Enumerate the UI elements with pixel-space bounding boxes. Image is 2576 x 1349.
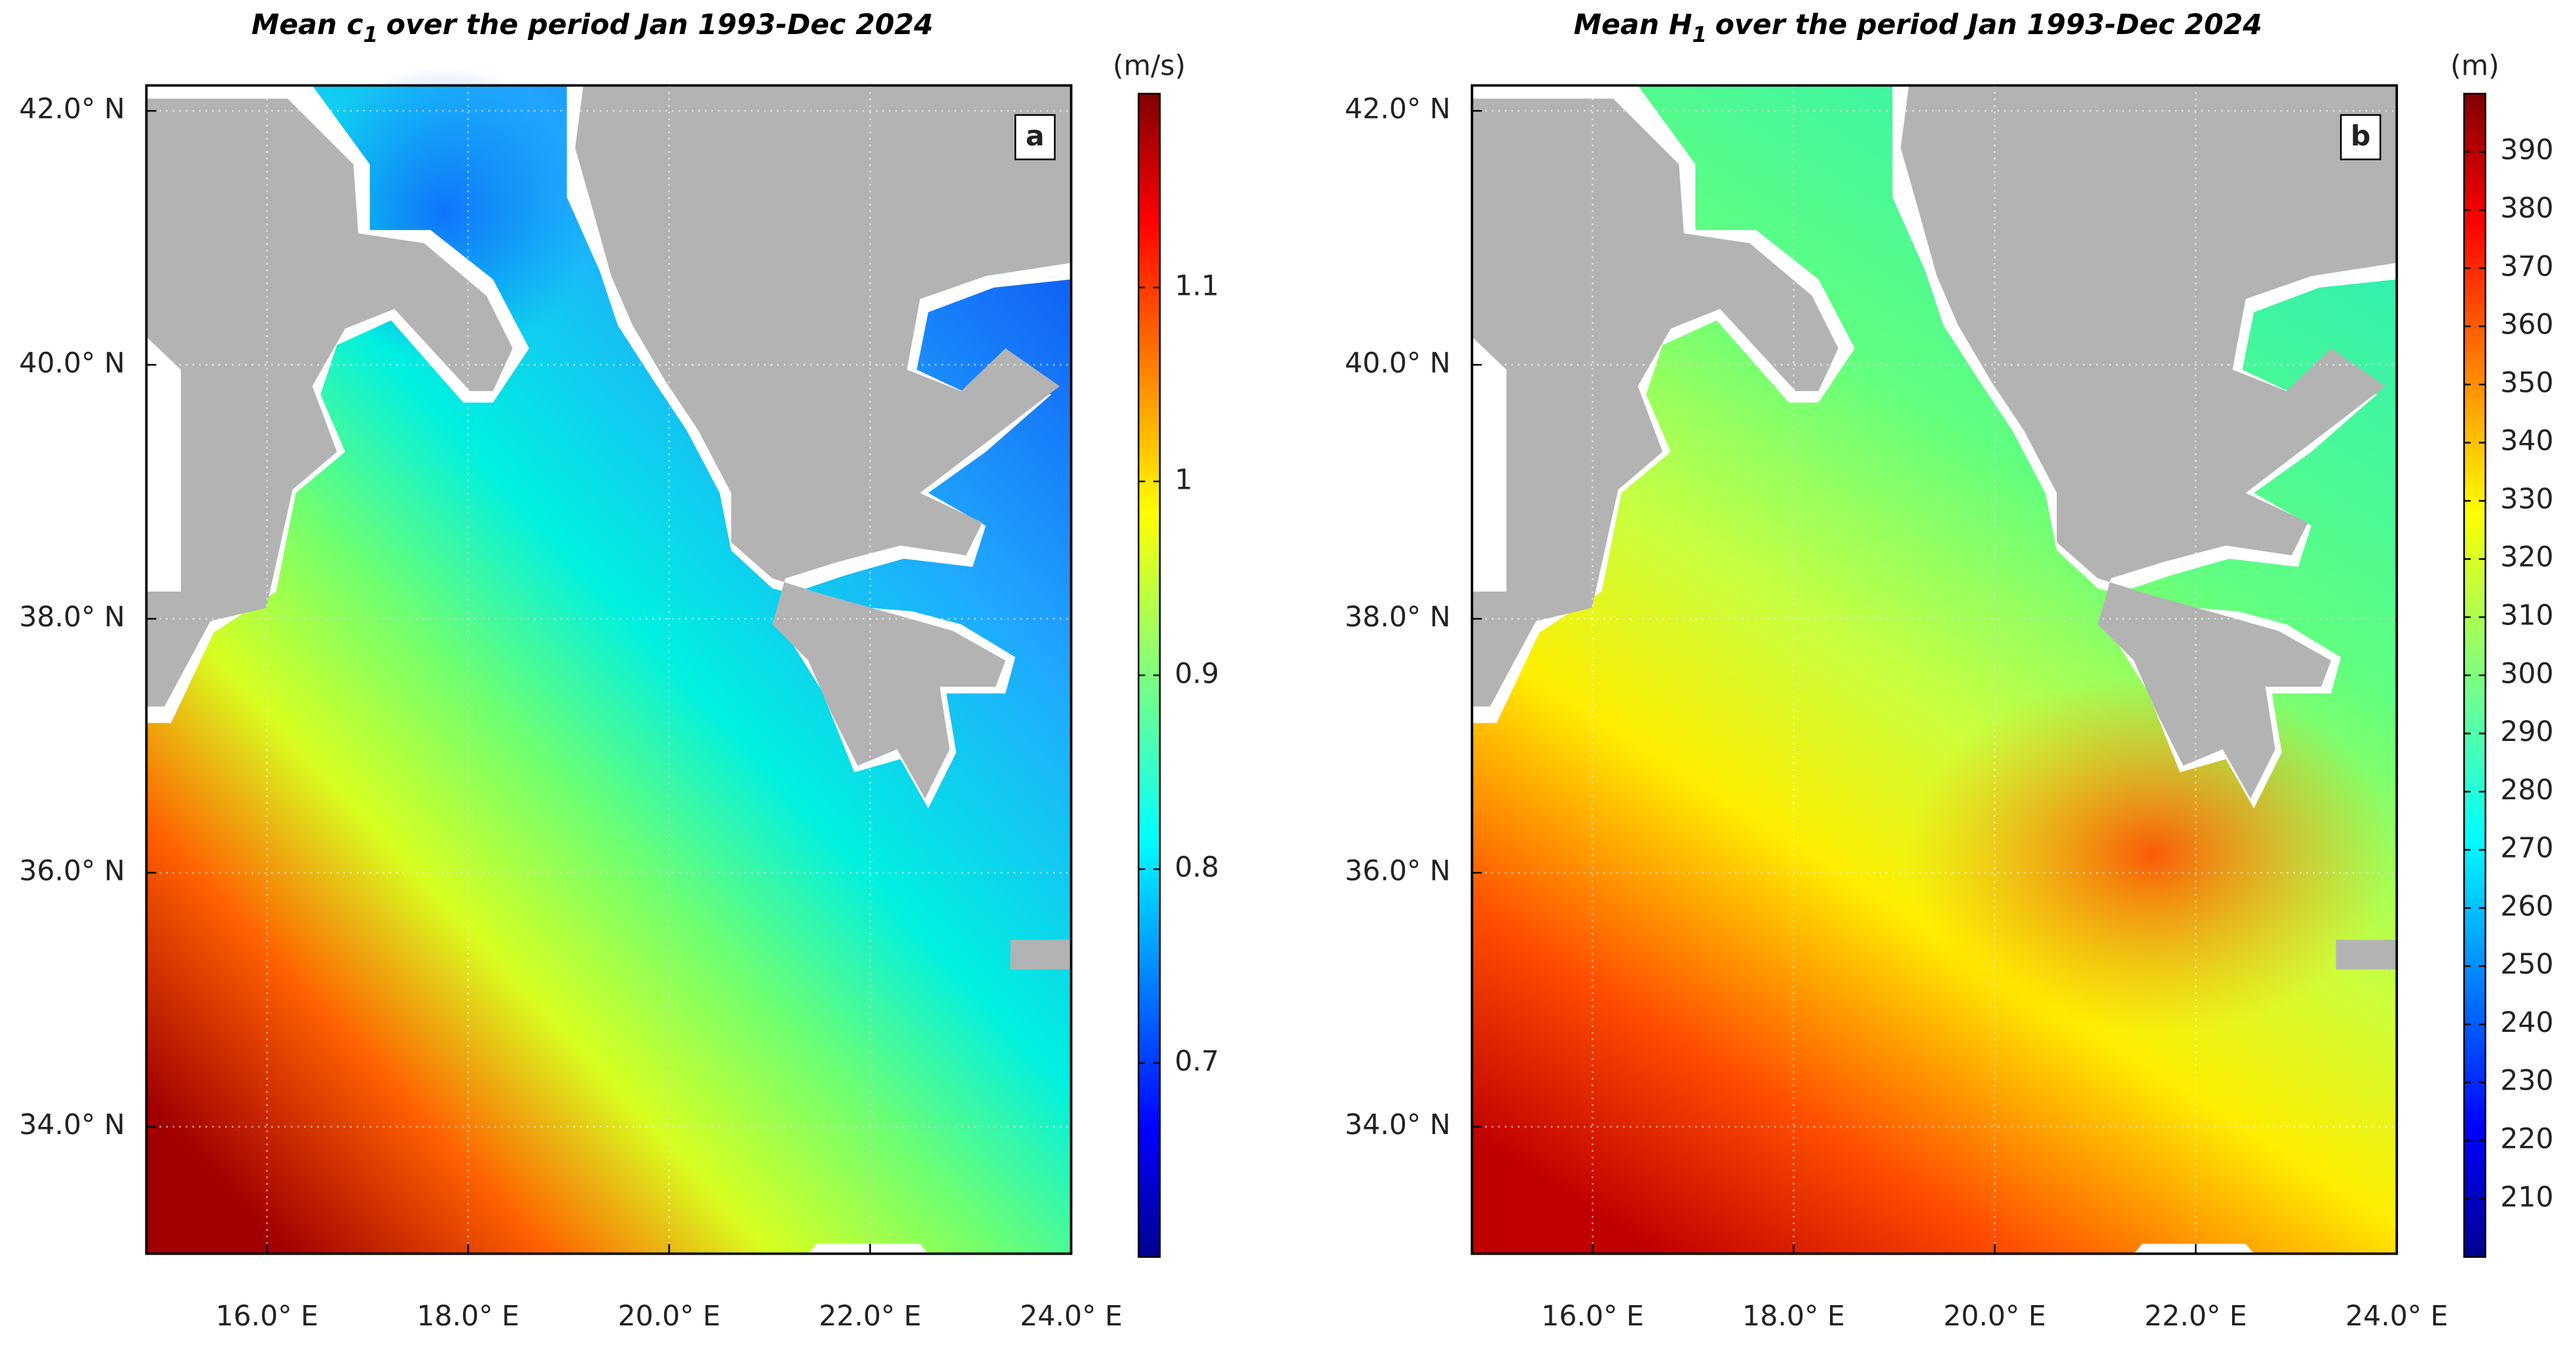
colorbar-unit: (m): [2450, 49, 2499, 82]
y-tick-label: 40.0° N: [1345, 347, 1451, 379]
x-tick-label: 20.0° E: [1943, 1300, 2046, 1333]
colorbar-tick-label: 1: [1174, 463, 1192, 496]
panel-label: b: [2351, 120, 2371, 153]
x-tick-label: 18.0° E: [417, 1300, 519, 1333]
title-suffix: over the period Jan 1993-Dec 2024: [1715, 9, 2262, 41]
colorbar-tick-label: 1.1: [1174, 269, 1219, 302]
x-tick-label: 22.0° E: [819, 1300, 922, 1333]
map-frame: [1470, 84, 2399, 1255]
colorbar-tick-label: 240: [2500, 1006, 2553, 1039]
colorbar-tick-label: 330: [2500, 483, 2553, 516]
colorbar-tick-label: 320: [2500, 541, 2553, 574]
panel-title: Mean H1 over the period Jan 1993-Dec 2024: [1574, 9, 2262, 48]
x-tick-label: 24.0° E: [2345, 1300, 2448, 1333]
x-tick-label: 16.0° E: [1541, 1300, 1644, 1333]
colorbar-tick-label: 0.7: [1174, 1045, 1219, 1078]
colorbar-tick-label: 390: [2500, 134, 2553, 166]
colorbar-tick-label: 250: [2500, 948, 2553, 981]
title-prefix: Mean c: [252, 9, 364, 41]
y-tick-label: 40.0° N: [19, 347, 125, 379]
colorbar-tick-label: 380: [2500, 192, 2553, 225]
y-tick-label: 38.0° N: [1345, 601, 1451, 634]
colorbar-tick-label: 210: [2500, 1181, 2553, 1213]
field-blob: [1905, 674, 2399, 1035]
colorbar-tick-label: 0.8: [1174, 851, 1219, 884]
y-tick-label: 34.0° N: [1345, 1109, 1451, 1141]
panel-label: a: [1026, 120, 1045, 153]
y-tick-label: 42.0° N: [19, 93, 125, 126]
title-prefix: Mean H: [1574, 9, 1692, 41]
colorbar-tick-label: 220: [2500, 1122, 2553, 1155]
colorbar-tick-label: 300: [2500, 657, 2553, 690]
title-suffix: over the period Jan 1993-Dec 2024: [386, 9, 933, 41]
y-tick-label: 36.0° N: [19, 855, 125, 888]
colorbar-tick-label: 370: [2500, 250, 2553, 283]
title-subscript: 1: [363, 22, 378, 47]
panel-label-box: [2340, 114, 2381, 161]
colorbar-tick-label: 0.9: [1174, 657, 1219, 690]
x-tick-label: 18.0° E: [1742, 1300, 1845, 1333]
colorbar-unit: (m/s): [1113, 49, 1185, 82]
colorbar-tick-label: 360: [2500, 309, 2553, 341]
x-tick-label: 24.0° E: [1020, 1300, 1123, 1333]
colorbar-tick-label: 270: [2500, 832, 2553, 865]
x-tick-label: 20.0° E: [618, 1300, 720, 1333]
colorbar-tick-label: 230: [2500, 1065, 2553, 1097]
colorbar-tick-label: 340: [2500, 425, 2553, 457]
y-tick-label: 34.0° N: [19, 1109, 125, 1141]
colorbar-tick-label: 260: [2500, 890, 2553, 922]
colorbar-tick-label: 290: [2500, 715, 2553, 748]
colorbar-tick-label: 310: [2500, 599, 2553, 632]
colorbar-tick-label: 350: [2500, 366, 2553, 399]
map-panel: 16.0° E 18.0° E 20.0° E 22.0° E 24.0° E 34.0°…: [1345, 9, 2554, 1333]
panel-title: Mean c1 over the period Jan 1993-Dec 2024: [252, 9, 933, 48]
y-tick-label: 42.0° N: [1345, 93, 1451, 126]
title-subscript: 1: [1692, 22, 1708, 47]
map-panel: 16.0° E 18.0° E 20.0° E 22.0° E 24.0° E 34.0°…: [19, 9, 1219, 1333]
y-tick-label: 36.0° N: [1345, 855, 1451, 888]
colorbar-tick-label: 280: [2500, 774, 2553, 807]
x-tick-label: 22.0° E: [2144, 1300, 2247, 1333]
map-frame: [145, 84, 1073, 1255]
panel-label-box: [1014, 114, 1056, 161]
x-tick-label: 16.0° E: [215, 1300, 318, 1333]
y-tick-label: 38.0° N: [19, 601, 125, 634]
